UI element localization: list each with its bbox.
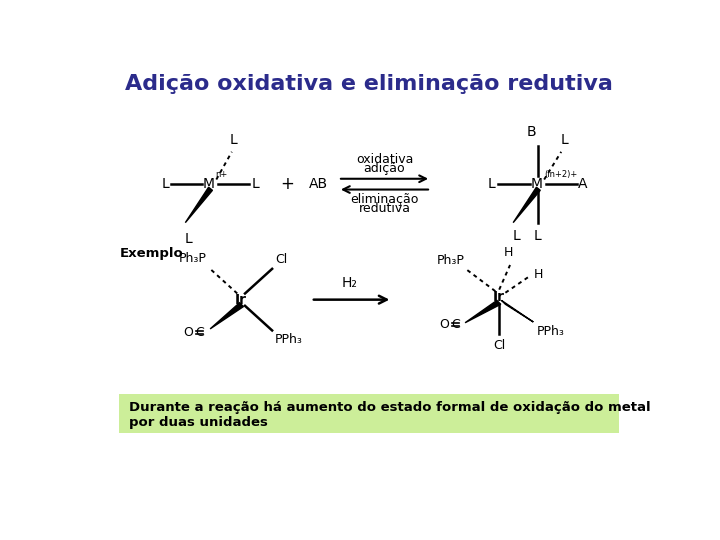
FancyBboxPatch shape [120, 394, 618, 433]
Text: L: L [161, 177, 169, 191]
Text: B: B [527, 125, 536, 139]
Polygon shape [185, 187, 212, 222]
Text: H: H [534, 268, 543, 281]
Text: H: H [504, 246, 513, 259]
Polygon shape [210, 303, 243, 329]
Polygon shape [513, 187, 540, 222]
Text: O: O [439, 318, 449, 331]
Text: C: C [451, 318, 459, 331]
Text: H₂: H₂ [342, 276, 358, 291]
Text: L: L [513, 229, 520, 243]
Text: Adição oxidativa e eliminação redutiva: Adição oxidativa e eliminação redutiva [125, 74, 613, 94]
Text: n+: n+ [215, 170, 228, 179]
Text: por duas unidades: por duas unidades [129, 416, 268, 429]
Text: Exemplo: Exemplo [120, 247, 183, 260]
Text: M: M [202, 177, 215, 191]
Text: Ph₃P: Ph₃P [436, 254, 464, 267]
Text: Cl: Cl [275, 253, 287, 266]
Text: redutiva: redutiva [359, 202, 410, 215]
Text: O: O [183, 326, 193, 339]
Text: L: L [251, 177, 259, 191]
Polygon shape [502, 300, 534, 322]
Text: Ir: Ir [493, 291, 505, 305]
Text: L: L [487, 177, 495, 191]
Text: L: L [230, 133, 238, 147]
Text: +: + [281, 175, 294, 193]
Polygon shape [465, 300, 500, 323]
Text: L: L [534, 229, 542, 243]
Text: Ph₃P: Ph₃P [179, 252, 207, 265]
Text: L: L [560, 133, 568, 147]
Text: eliminação: eliminação [351, 193, 419, 206]
Text: M: M [531, 177, 542, 191]
Text: PPh₃: PPh₃ [536, 325, 564, 338]
Text: L: L [184, 232, 192, 246]
Text: C: C [195, 326, 204, 339]
Text: Durante a reação há aumento do estado formal de oxidação do metal: Durante a reação há aumento do estado fo… [129, 401, 650, 414]
Text: (in+2)+: (in+2)+ [544, 170, 577, 179]
Text: Ir: Ir [235, 293, 247, 307]
Text: A: A [578, 177, 588, 191]
Text: Cl: Cl [493, 339, 505, 352]
Text: oxidativa: oxidativa [356, 153, 413, 166]
Text: AB: AB [309, 177, 328, 191]
Text: PPh₃: PPh₃ [275, 333, 303, 346]
Text: adição: adição [364, 162, 405, 175]
